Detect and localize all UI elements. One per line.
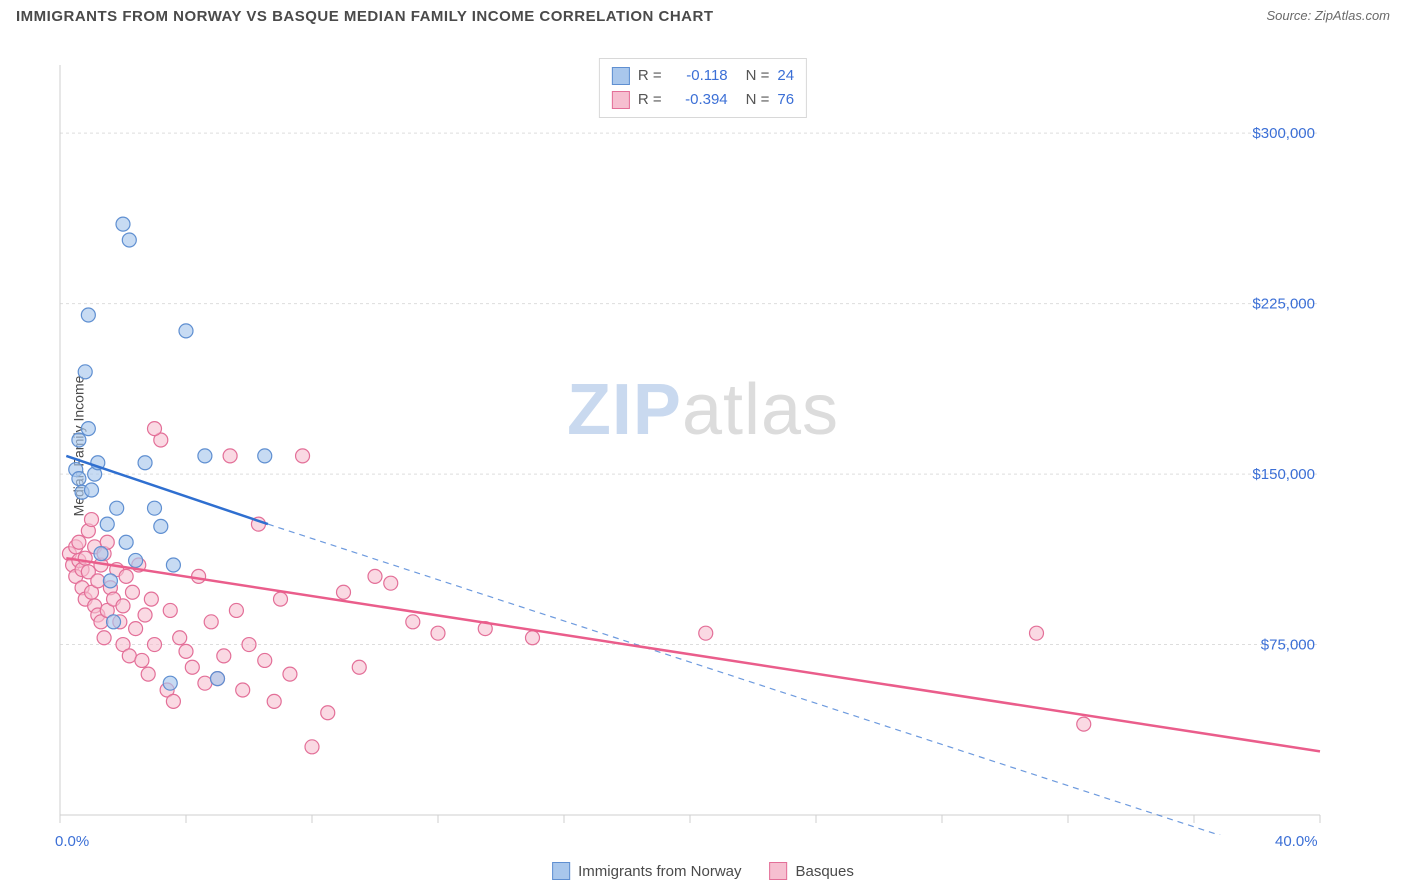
swatch-norway-icon (552, 862, 570, 880)
svg-text:$150,000: $150,000 (1252, 466, 1315, 483)
chart-svg: $75,000 $150,000 $225,000 $300,000 (50, 55, 1370, 835)
series-legend: Immigrants from Norway Basques (552, 862, 854, 880)
n-value-norway: 24 (777, 64, 794, 88)
swatch-basques (612, 91, 630, 109)
x-axis-min-label: 0.0% (55, 833, 89, 850)
r-value-basques: -0.394 (670, 88, 728, 112)
legend-row-basques: R = -0.394 N = 76 (612, 88, 794, 112)
swatch-basques-icon (769, 862, 787, 880)
n-label: N = (746, 88, 770, 112)
correlation-legend: R = -0.118 N = 24 R = -0.394 N = 76 (599, 58, 807, 118)
x-axis-max-label: 40.0% (1275, 833, 1318, 850)
n-label: N = (746, 64, 770, 88)
chart-title: IMMIGRANTS FROM NORWAY VS BASQUE MEDIAN … (16, 8, 713, 25)
chart-source: Source: ZipAtlas.com (1266, 8, 1390, 23)
legend-label-norway: Immigrants from Norway (578, 863, 741, 880)
svg-text:$225,000: $225,000 (1252, 296, 1315, 313)
plot-area: $75,000 $150,000 $225,000 $300,000 (50, 55, 1370, 835)
n-value-basques: 76 (777, 88, 794, 112)
r-label: R = (638, 88, 662, 112)
legend-item-norway: Immigrants from Norway (552, 862, 741, 880)
swatch-norway (612, 67, 630, 85)
svg-text:$75,000: $75,000 (1261, 637, 1315, 654)
r-label: R = (638, 64, 662, 88)
legend-row-norway: R = -0.118 N = 24 (612, 64, 794, 88)
svg-text:$300,000: $300,000 (1252, 125, 1315, 142)
chart-header: IMMIGRANTS FROM NORWAY VS BASQUE MEDIAN … (0, 0, 1406, 40)
r-value-norway: -0.118 (670, 64, 728, 88)
legend-label-basques: Basques (795, 863, 853, 880)
legend-item-basques: Basques (769, 862, 853, 880)
